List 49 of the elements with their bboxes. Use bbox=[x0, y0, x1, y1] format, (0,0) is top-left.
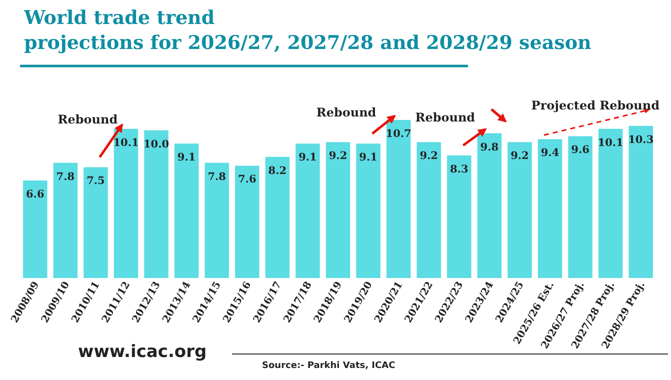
chart-title: World trade trend projections for 2026/27, 2027/28 and 2028/29 season bbox=[23, 7, 592, 54]
data-label: 9.2 bbox=[510, 150, 529, 162]
bar bbox=[265, 156, 290, 278]
bar bbox=[477, 133, 502, 278]
bar bbox=[416, 142, 441, 278]
text: Rebound bbox=[316, 105, 377, 120]
bar bbox=[84, 167, 108, 278]
data-label: 8.3 bbox=[450, 163, 468, 176]
data-label: 7.5 bbox=[86, 175, 105, 188]
text: www.icac.org bbox=[78, 342, 207, 362]
bar bbox=[568, 136, 592, 278]
data-label: 9.1 bbox=[359, 152, 378, 164]
data-label: 9.2 bbox=[328, 150, 348, 162]
bar bbox=[598, 128, 623, 278]
bar bbox=[23, 180, 48, 278]
bar bbox=[447, 155, 472, 278]
bar bbox=[386, 120, 411, 278]
data-label: 9.1 bbox=[298, 152, 317, 164]
bar bbox=[144, 130, 168, 278]
bar bbox=[114, 128, 138, 278]
data-label: 7.6 bbox=[238, 174, 256, 186]
data-label: 7.8 bbox=[56, 170, 75, 183]
bar bbox=[356, 144, 380, 278]
text: Projected Rebound bbox=[531, 98, 660, 113]
bar bbox=[235, 166, 260, 278]
data-label: 10.1 bbox=[113, 136, 139, 149]
data-label: 9.4 bbox=[540, 147, 560, 160]
bar bbox=[174, 144, 199, 278]
bar bbox=[628, 126, 653, 278]
data-label: 9.2 bbox=[420, 150, 438, 162]
bar bbox=[204, 162, 229, 278]
data-label: 10.7 bbox=[386, 128, 412, 140]
data-label: 7.8 bbox=[208, 170, 226, 183]
data-label: 8.2 bbox=[268, 164, 287, 177]
source-note: Source:- Parkhi Vats, ICAC bbox=[262, 361, 396, 371]
data-label: 9.6 bbox=[571, 144, 590, 156]
bar bbox=[538, 139, 562, 278]
bar bbox=[53, 162, 78, 278]
annotation: Rebound bbox=[58, 112, 118, 127]
data-label: 9.8 bbox=[480, 141, 499, 154]
data-label: 6.6 bbox=[26, 188, 44, 201]
bar bbox=[326, 142, 350, 278]
data-label: 10.1 bbox=[598, 136, 624, 149]
data-label: 9.1 bbox=[177, 152, 196, 164]
data-label: 10.3 bbox=[628, 134, 654, 146]
bar bbox=[296, 144, 320, 278]
bar bbox=[508, 142, 532, 278]
data-label: 10.0 bbox=[143, 138, 170, 150]
annotation: Rebound bbox=[415, 110, 476, 124]
